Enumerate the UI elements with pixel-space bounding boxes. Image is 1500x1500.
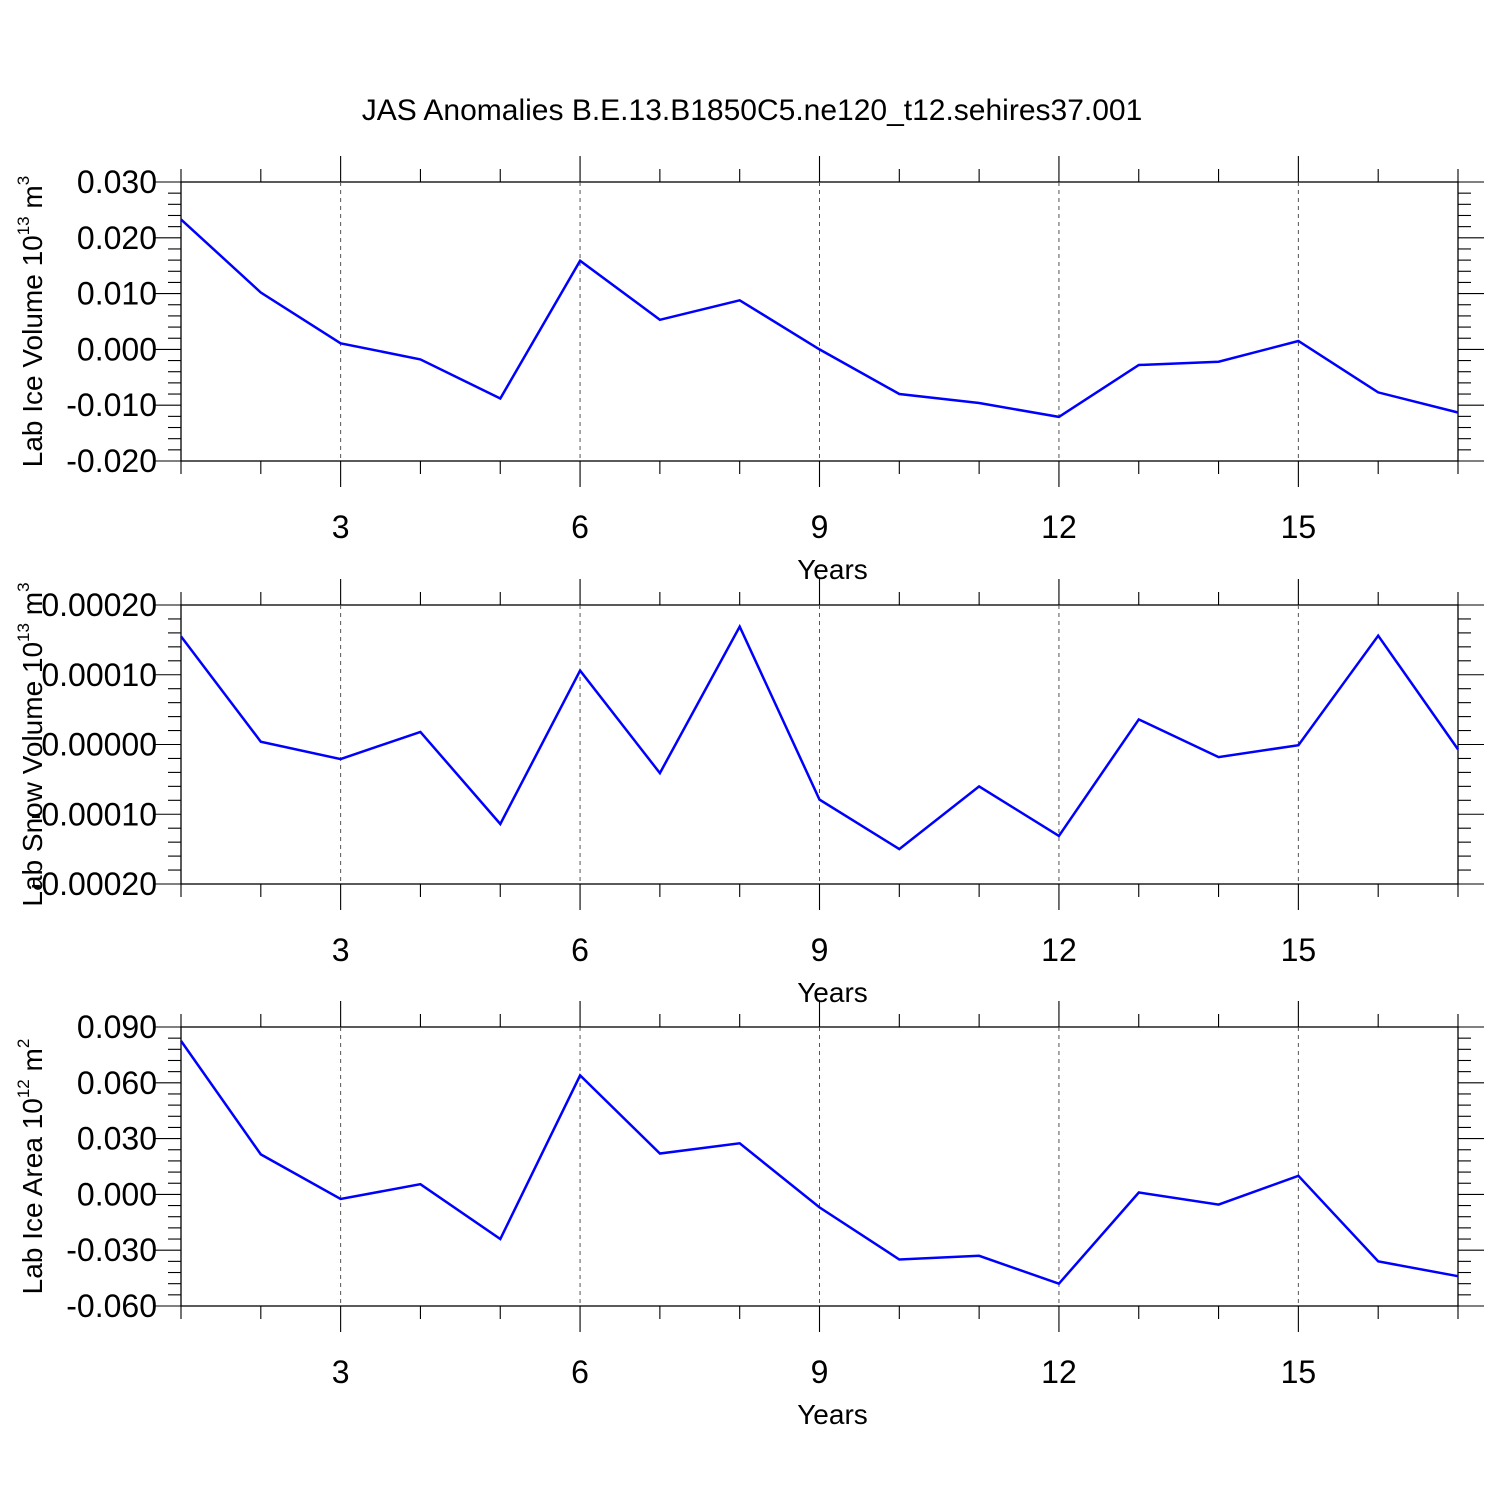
y-axis-title-unit: m — [17, 1048, 48, 1079]
x-tick-label: 6 — [571, 1354, 589, 1390]
y-tick-label: 0.060 — [77, 1065, 157, 1101]
y-tick-label: 0.010 — [77, 276, 157, 312]
series-line — [180, 623, 1460, 851]
y-tick-label: 0.00000 — [41, 727, 157, 763]
x-tick-label: 12 — [1041, 932, 1077, 968]
y-tick-label: 0.030 — [77, 1121, 157, 1157]
series-line — [180, 218, 1459, 419]
y-axis-title-unit-exponent: 2 — [14, 1039, 33, 1048]
y-axis-title-text: Lab Ice Volume 10 — [17, 235, 48, 467]
y-tick-label: -0.00020 — [31, 866, 157, 902]
y-axis-title: Lab Ice Area 1012 m2 — [14, 1039, 48, 1295]
y-axis-title-exponent: 13 — [14, 623, 33, 642]
x-tick-label: 6 — [571, 932, 589, 968]
y-tick-label: 0.090 — [77, 1009, 157, 1045]
y-tick-label: -0.060 — [66, 1288, 157, 1324]
figure-title: JAS Anomalies B.E.13.B1850C5.ne120_t12.s… — [362, 94, 1143, 127]
x-axis-title: Years — [797, 977, 868, 1008]
y-tick-label: 0.00010 — [41, 657, 157, 693]
x-tick-label: 3 — [332, 509, 350, 545]
y-axis-title-unit: m — [17, 592, 48, 623]
panel-3: 3 6 9 12 15 -0.060 -0.030 0.000 0.030 0.060 0.090 Y… — [14, 1001, 1484, 1430]
x-axis-title: Years — [797, 1399, 868, 1430]
y-tick-label: -0.010 — [66, 387, 157, 423]
y-axis-title-unit-exponent: 3 — [14, 582, 33, 591]
panel-2: 3 6 9 12 15 -0.00020 -0.00010 0.00000 0.00010 0.0… — [14, 579, 1484, 1008]
x-tick-label: 6 — [571, 509, 589, 545]
y-axis-title-unit-exponent: 3 — [14, 176, 33, 185]
x-tick-label: 15 — [1281, 932, 1317, 968]
y-axis-title-exponent: 13 — [14, 216, 33, 235]
y-axis-title-exponent: 12 — [14, 1079, 33, 1098]
y-tick-label: 0.00020 — [41, 587, 157, 623]
x-tick-label: 3 — [332, 1354, 350, 1390]
x-tick-label: 12 — [1041, 1354, 1077, 1390]
panels: 3 6 9 12 15 -0.020 -0.010 0.000 0.010 0.020 0.030 Y… — [14, 156, 1484, 1430]
x-axis-title: Years — [797, 554, 868, 585]
x-tick-label: 9 — [811, 932, 829, 968]
series-line — [179, 1040, 1459, 1286]
y-axis-title: Lab Snow Volume 1013 m3 — [14, 582, 48, 906]
y-tick-label: -0.00010 — [31, 796, 157, 832]
x-tick-label: 9 — [811, 1354, 829, 1390]
x-tick-label: 15 — [1281, 509, 1317, 545]
x-tick-label: 3 — [332, 932, 350, 968]
x-tick-label: 12 — [1041, 509, 1077, 545]
y-tick-label: 0.000 — [77, 1176, 157, 1212]
y-tick-label: 0.030 — [77, 164, 157, 200]
panel-1: 3 6 9 12 15 -0.020 -0.010 0.000 0.010 0.020 0.030 Y… — [14, 156, 1484, 585]
x-tick-label: 9 — [811, 509, 829, 545]
x-tick-label: 15 — [1281, 1354, 1317, 1390]
y-tick-label: 0.000 — [77, 331, 157, 367]
y-axis-title: Lab Ice Volume 1013 m3 — [14, 176, 48, 467]
y-tick-label: -0.020 — [66, 443, 157, 479]
y-tick-label: -0.030 — [66, 1232, 157, 1268]
y-axis-title-unit: m — [17, 185, 48, 216]
y-tick-label: 0.020 — [77, 220, 157, 256]
y-axis-title-text: Lab Snow Volume 10 — [17, 642, 48, 907]
y-axis-title-text: Lab Ice Area 10 — [17, 1098, 48, 1294]
